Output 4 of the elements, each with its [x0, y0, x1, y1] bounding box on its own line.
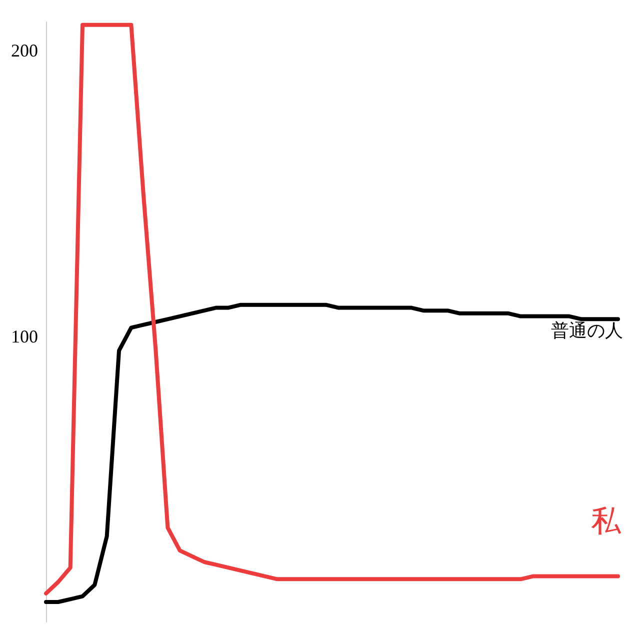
y-tick-label: 100	[11, 326, 38, 346]
y-tick-label: 200	[11, 40, 38, 61]
series-label: 普通の人	[551, 320, 623, 342]
series-label: 私	[591, 504, 622, 539]
